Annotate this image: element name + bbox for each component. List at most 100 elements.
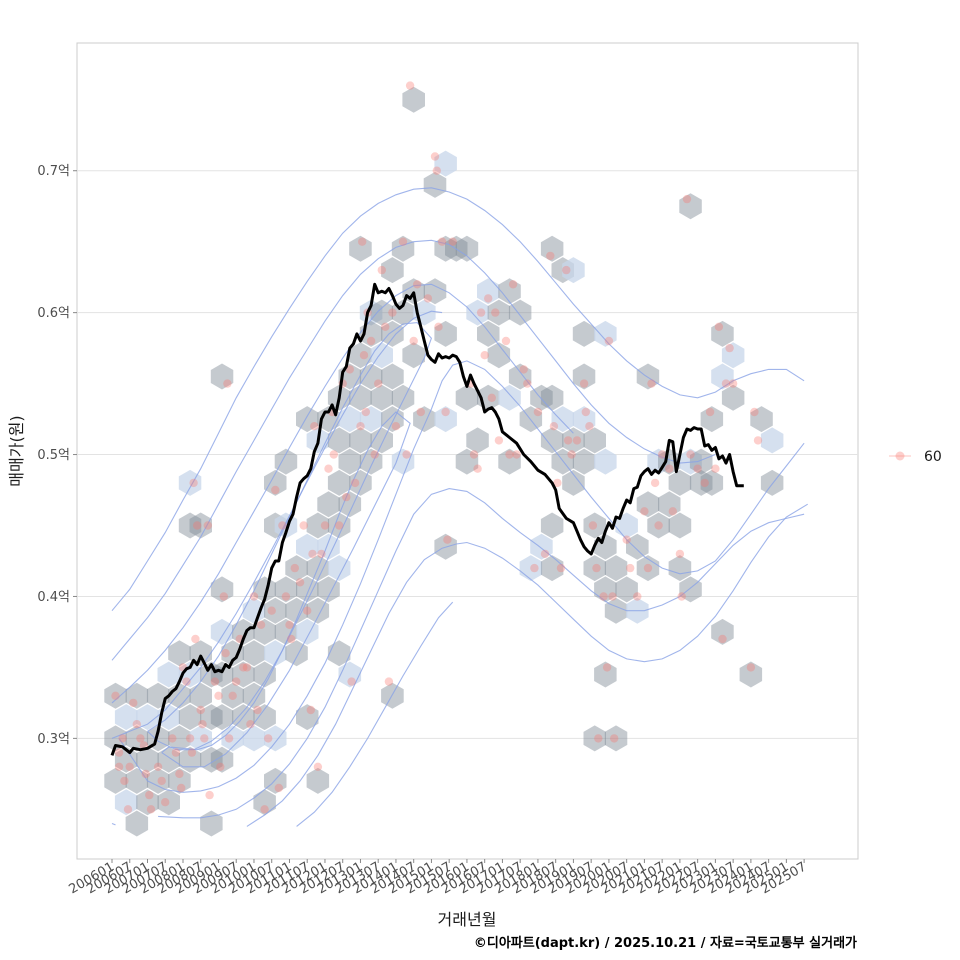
data-point [370, 450, 379, 459]
hexbin-cell [317, 576, 340, 603]
hexbin-cell [530, 384, 553, 411]
hexbin-cell [327, 469, 351, 496]
data-point [640, 507, 649, 516]
data-point [705, 407, 715, 417]
hexbin-cell [487, 299, 511, 326]
hexbin-cell [232, 618, 255, 645]
hexbin-cell [604, 555, 628, 582]
data-point [423, 294, 433, 303]
data-point [540, 549, 550, 559]
hexbin-cell [583, 555, 606, 582]
hexbin-cell [114, 789, 138, 816]
y-tick-label: 0.4억 [37, 590, 70, 605]
data-point [549, 422, 559, 431]
hexbin-cell [508, 299, 532, 326]
data-point [530, 563, 539, 573]
hexbin-cell [562, 427, 585, 454]
data-point [114, 762, 124, 771]
hexbin-cell [739, 661, 763, 688]
data-point [668, 507, 677, 516]
hexbin-cell [604, 725, 628, 752]
data-point [123, 805, 133, 814]
data-point [295, 578, 305, 587]
hexbin-cell [296, 576, 319, 603]
data-point [388, 308, 397, 317]
data-point [342, 492, 351, 502]
hexbin-cell [125, 725, 149, 752]
hexbin-cell [466, 427, 489, 454]
hexbin-cell [466, 299, 489, 326]
data-point [175, 769, 184, 779]
data-point [434, 322, 443, 331]
data-point [196, 705, 205, 715]
data-point [141, 769, 150, 779]
data-point [441, 407, 450, 417]
data-point [287, 634, 296, 644]
density-contours [111, 187, 808, 827]
data-point [189, 478, 198, 488]
hexbin-cell [551, 406, 574, 433]
hexbin-cell [689, 469, 713, 496]
hexbin-cell [636, 555, 660, 582]
hexbin-cell [391, 384, 415, 411]
data-point [519, 365, 528, 374]
data-point [562, 265, 571, 275]
data-point [469, 450, 479, 459]
hexbin-cell [540, 235, 564, 262]
hexbin-cell [370, 299, 393, 326]
hexbin-cell [104, 767, 127, 794]
hexbin-cell [359, 363, 383, 390]
hexbin-cell [125, 810, 149, 837]
data-point [120, 776, 129, 786]
data-point [214, 691, 223, 700]
data-point [512, 450, 521, 459]
data-point [132, 720, 141, 729]
hexbin-cell [760, 427, 784, 454]
data-point [193, 521, 202, 530]
data-point [391, 422, 401, 431]
data-point [358, 237, 367, 246]
data-point [654, 521, 663, 530]
hexbin-cell [242, 725, 266, 752]
legend: 60 [889, 449, 942, 465]
hexbin-cell [562, 257, 585, 284]
density-contour [246, 503, 808, 827]
data-point [329, 450, 338, 459]
hexbin-cell [359, 406, 383, 433]
data-point [223, 379, 232, 388]
data-point [384, 677, 394, 686]
data-point [356, 422, 365, 431]
data-point [592, 563, 601, 573]
hexbin-cell [689, 448, 713, 475]
density-contour [158, 488, 805, 819]
hexbin-cell [668, 469, 692, 496]
data-point [182, 677, 191, 686]
data-point [556, 563, 566, 573]
hexbin-cell [264, 767, 287, 794]
hexbin-cell [104, 725, 127, 752]
data-point [267, 606, 276, 615]
data-point [473, 464, 482, 473]
hexbin-cell [423, 171, 447, 198]
hexbin-cell [210, 746, 234, 773]
hexbin-cell [498, 384, 521, 411]
data-point [145, 790, 154, 800]
hexbin-cell [615, 576, 638, 603]
data-point [350, 478, 360, 488]
data-point [750, 407, 759, 417]
data-point [153, 762, 163, 771]
trend-line [110, 282, 744, 756]
hexbin-cell [434, 320, 457, 347]
data-point [633, 592, 642, 601]
data-point [191, 634, 200, 644]
hexbin-cell [114, 704, 138, 731]
hexbin-cell [178, 469, 202, 496]
hexbin-cell [658, 491, 681, 518]
density-contour [161, 411, 411, 768]
hexbin-cell [594, 448, 617, 475]
data-point [448, 237, 457, 246]
data-point [374, 379, 383, 388]
hexbin-cell [114, 746, 138, 773]
trend-line-layer [110, 282, 744, 756]
data-point [430, 152, 440, 161]
